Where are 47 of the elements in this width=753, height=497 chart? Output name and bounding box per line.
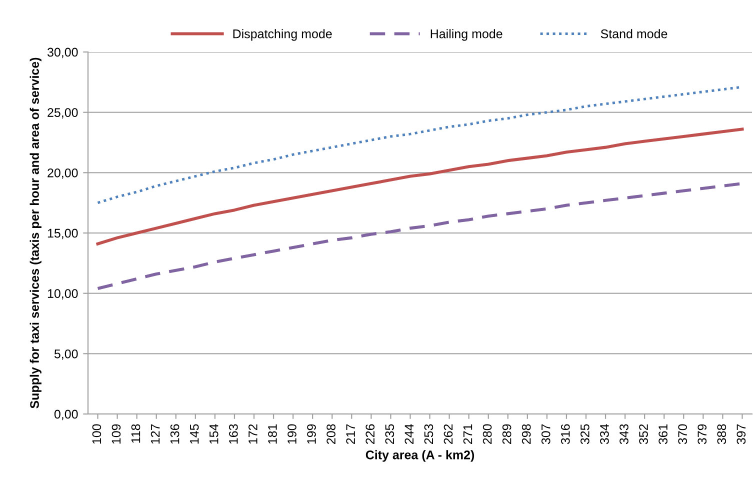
legend-label: Hailing mode bbox=[430, 29, 502, 41]
x-tick-label: 316 bbox=[560, 424, 570, 444]
x-tick-label: 100 bbox=[92, 424, 102, 444]
x-tick-label: 190 bbox=[288, 424, 296, 444]
x-tick-label: 352 bbox=[639, 424, 648, 444]
x-tick-label: 307 bbox=[541, 424, 550, 444]
x-tick-label: 244 bbox=[404, 424, 414, 444]
x-tick-label: 289 bbox=[502, 424, 512, 444]
x-tick-label: 379 bbox=[698, 424, 707, 444]
x-tick-label: 298 bbox=[522, 424, 531, 444]
x-tick-label: 136 bbox=[170, 424, 180, 444]
x-tick-label: 343 bbox=[620, 424, 628, 444]
x-tick-label: 181 bbox=[268, 424, 277, 444]
x-tick-label: 235 bbox=[385, 424, 394, 444]
x-tick-label: 217 bbox=[346, 424, 355, 444]
x-tick-label: 199 bbox=[307, 424, 316, 444]
x-tick-label: 271 bbox=[463, 424, 472, 444]
x-tick-label: 154 bbox=[210, 424, 218, 444]
y-tick-label: 0,00 bbox=[54, 410, 78, 420]
x-tick-label: 127 bbox=[150, 424, 160, 444]
y-tick-label: 10,00 bbox=[48, 289, 78, 300]
x-tick-label: 334 bbox=[600, 424, 609, 444]
y-tick-label: 30,00 bbox=[47, 48, 78, 58]
y-tick-label: 25,00 bbox=[48, 108, 78, 118]
x-tick-label: 253 bbox=[424, 424, 434, 444]
x-tick-label: 280 bbox=[482, 424, 492, 444]
legend-label: Dispatching mode bbox=[233, 29, 332, 41]
x-tick-label: 262 bbox=[444, 424, 453, 444]
y-tick-label: 20,00 bbox=[48, 168, 78, 179]
x-tick-label: 208 bbox=[326, 424, 336, 444]
x-tick-label: 118 bbox=[131, 424, 140, 443]
x-tick-label: 163 bbox=[228, 424, 238, 444]
x-tick-label: 172 bbox=[248, 424, 258, 444]
line-series bbox=[96, 128, 744, 246]
y-tick-label: 5,00 bbox=[54, 349, 78, 360]
x-tick-label: 226 bbox=[366, 424, 375, 444]
x-tick-label: 109 bbox=[112, 424, 121, 444]
legend-label: Stand mode bbox=[600, 29, 668, 38]
x-tick-label: 325 bbox=[580, 424, 590, 444]
x-tick-label: 370 bbox=[678, 424, 688, 444]
x-axis-title: City area (A - km2) bbox=[366, 450, 474, 462]
x-tick-label: 388 bbox=[717, 424, 726, 444]
x-tick-label: 397 bbox=[736, 424, 746, 444]
x-tick-label: 361 bbox=[658, 424, 668, 444]
y-tick-label: 15,00 bbox=[48, 228, 78, 240]
y-axis-title: Supply for taxi services (taxis per hour and area of service) bbox=[30, 58, 42, 408]
x-tick-label: 145 bbox=[190, 424, 199, 444]
